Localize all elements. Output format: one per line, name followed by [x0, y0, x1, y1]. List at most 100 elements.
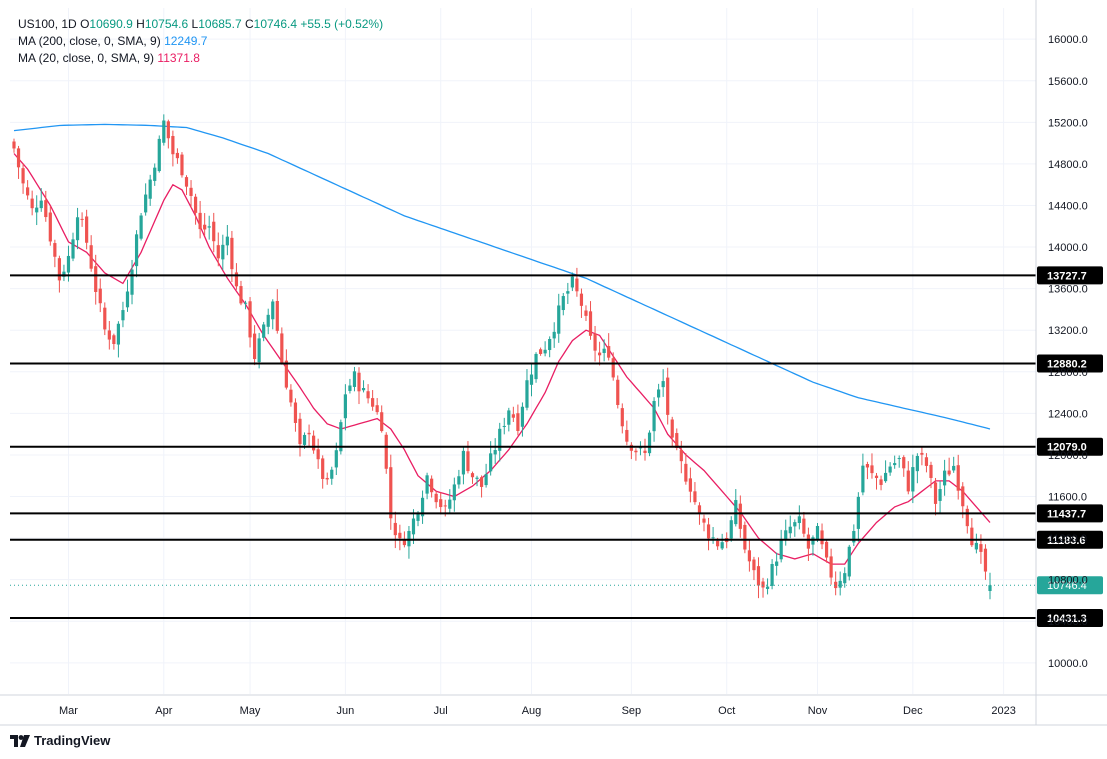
- level-price-label: 12079.0: [1047, 442, 1087, 454]
- candle-body: [266, 314, 270, 327]
- candle-body: [543, 349, 547, 354]
- candle: [657, 383, 661, 407]
- level-price-tag: [1037, 504, 1103, 523]
- timeframe-label[interactable]: 1D: [61, 17, 77, 31]
- candle-body: [26, 187, 30, 196]
- candle-body: [289, 389, 293, 403]
- candle: [375, 398, 379, 415]
- candle-body: [720, 542, 724, 549]
- open-letter: O: [80, 17, 90, 31]
- candle-body: [688, 478, 692, 492]
- tradingview-logo[interactable]: TradingView: [10, 733, 110, 748]
- candle-body: [965, 508, 969, 527]
- ma20-line[interactable]: [13, 153, 991, 565]
- candle-body: [89, 245, 93, 269]
- candle: [688, 467, 692, 503]
- symbol-label[interactable]: US100: [18, 17, 55, 31]
- candle: [280, 327, 284, 365]
- candle-body: [466, 451, 470, 472]
- candle-body: [157, 138, 161, 172]
- candle: [643, 438, 647, 461]
- candle-body: [225, 236, 229, 246]
- candle-body: [566, 291, 570, 294]
- candle: [756, 557, 761, 599]
- ma200-line[interactable]: [13, 123, 991, 430]
- candle: [711, 527, 715, 544]
- candle-body: [298, 418, 302, 445]
- candle-body: [933, 482, 938, 504]
- candle-body: [107, 330, 111, 340]
- candle-body: [607, 346, 611, 358]
- horizontal-levels[interactable]: 13727.7 12880.2 12079.0 11437.7 11183.6 10431…: [10, 266, 1103, 627]
- candle-body: [520, 406, 525, 427]
- candle-body: [375, 405, 379, 413]
- candle-body: [620, 408, 624, 427]
- candle: [856, 492, 860, 542]
- ma20-value: 11371.8: [157, 51, 200, 65]
- y-tick-label: 12000.0: [1048, 450, 1088, 462]
- candle-body: [252, 333, 257, 360]
- candle-body: [888, 466, 892, 473]
- candle-body: [293, 402, 298, 423]
- candle-body: [357, 372, 361, 392]
- candle: [920, 447, 924, 466]
- candle: [321, 455, 325, 489]
- y-tick-label: 10000.0: [1048, 658, 1088, 670]
- ma20-label: MA (20, close, 0, SMA, 9): [18, 51, 155, 65]
- candle: [130, 259, 134, 305]
- y-tick-label: 10400.0: [1048, 616, 1088, 628]
- candle-body: [343, 394, 347, 419]
- candle: [193, 193, 198, 225]
- candle-body: [643, 450, 647, 454]
- candle-body: [166, 121, 170, 139]
- y-tick-label: 12800.0: [1048, 367, 1088, 379]
- candle: [761, 577, 765, 598]
- candle-body: [711, 537, 715, 539]
- candle-body: [430, 478, 434, 493]
- ma20-legend-row[interactable]: MA (20, close, 0, SMA, 9) 11371.8: [18, 50, 383, 67]
- x-tick-label: Mar: [59, 705, 78, 717]
- candle: [339, 419, 343, 455]
- candle-body: [134, 234, 139, 267]
- level-price-label: 13727.7: [1047, 270, 1087, 282]
- candle: [225, 224, 229, 256]
- candle-body: [575, 278, 579, 292]
- candle: [915, 453, 919, 484]
- candle: [475, 475, 479, 487]
- candle: [961, 482, 965, 519]
- candle: [148, 174, 152, 206]
- candle: [847, 544, 851, 581]
- candle-body: [988, 585, 992, 592]
- candle-body: [625, 429, 629, 442]
- candle-body: [629, 444, 633, 451]
- candle: [85, 209, 89, 250]
- x-tick-label: Jul: [434, 705, 448, 717]
- candle: [870, 453, 874, 479]
- high-letter: H: [136, 17, 145, 31]
- candle-body: [929, 464, 933, 478]
- candle: [180, 152, 184, 178]
- candle: [824, 539, 829, 563]
- ma200-legend-row[interactable]: MA (200, close, 0, SMA, 9) 12249.7: [18, 33, 383, 50]
- candle-body: [130, 269, 134, 295]
- candle: [380, 405, 384, 433]
- x-tick-label: Apr: [155, 705, 172, 717]
- candle-body: [761, 581, 765, 588]
- candle: [39, 188, 43, 212]
- candle-body: [262, 324, 266, 338]
- candle: [343, 384, 347, 431]
- candle-body: [647, 432, 652, 454]
- candle-body: [534, 353, 538, 380]
- candle: [974, 533, 978, 554]
- candle: [797, 505, 801, 530]
- candle: [393, 511, 397, 549]
- candle-body: [85, 216, 89, 243]
- candle: [970, 518, 974, 548]
- candle-body: [638, 447, 643, 449]
- candle: [611, 352, 615, 381]
- candle: [865, 461, 870, 480]
- candle-body: [175, 152, 180, 159]
- candle-body: [865, 464, 870, 468]
- candle: [702, 514, 706, 532]
